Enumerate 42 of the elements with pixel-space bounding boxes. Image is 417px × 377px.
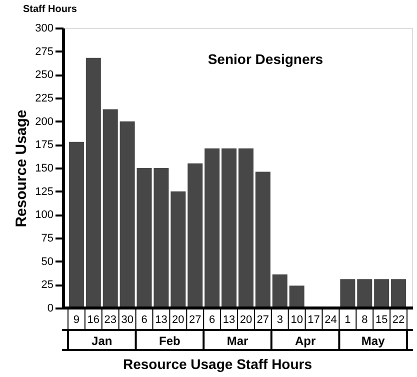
x-tick-label: 3: [276, 314, 283, 326]
x-tick-label: 16: [87, 314, 100, 326]
x-tick-label: 15: [375, 314, 388, 326]
text: Mar: [226, 334, 248, 348]
x-tick-label: 27: [189, 314, 202, 326]
x-tick-label: 20: [240, 314, 252, 326]
text: Apr: [294, 334, 316, 348]
y-tick-label: 125: [35, 186, 54, 198]
y-tick-label: 150: [35, 162, 54, 174]
x-tick-label: 17: [308, 314, 320, 326]
x-tick-label: 22: [392, 314, 405, 326]
text: Feb: [159, 334, 180, 348]
x-tick-label: 13: [155, 314, 168, 326]
x-tick-label: 1: [344, 314, 351, 326]
y-axis-title: Resource Usage: [13, 110, 30, 228]
y-tick-label: 300: [35, 22, 54, 34]
x-tick-label: 27: [256, 314, 270, 326]
y-tick-label: 225: [35, 92, 54, 104]
x-tick-label: 23: [104, 314, 116, 326]
x-tick-label: 24: [324, 314, 337, 326]
x-tick-label: 20: [172, 314, 184, 326]
y-tick-label: 50: [41, 256, 54, 268]
x-tick-label: 30: [121, 314, 134, 326]
text: Staff Hours: [23, 4, 78, 15]
text: Jan: [92, 334, 112, 348]
y-tick-label: 100: [35, 209, 54, 222]
x-tick-label: 10: [290, 314, 303, 326]
x-tick-label: 6: [209, 314, 216, 326]
x-tick-label: 6: [141, 314, 148, 326]
text: Senior Designers: [208, 51, 324, 67]
y-tick-label: 250: [35, 69, 54, 82]
text: May: [361, 334, 386, 348]
x-tick-label: 13: [222, 314, 236, 326]
y-tick-label: 200: [35, 116, 54, 128]
y-tick-label: 25: [41, 279, 54, 292]
y-tick-label: 275: [35, 46, 54, 58]
y-tick-label: 75: [41, 232, 54, 244]
y-tick-label: 0: [47, 302, 54, 314]
y-tick-label: 175: [35, 139, 54, 152]
x-tick-label: 9: [73, 314, 80, 326]
x-axis-title: Resource Usage Staff Hours: [122, 356, 312, 372]
x-tick-label: 8: [362, 314, 368, 326]
